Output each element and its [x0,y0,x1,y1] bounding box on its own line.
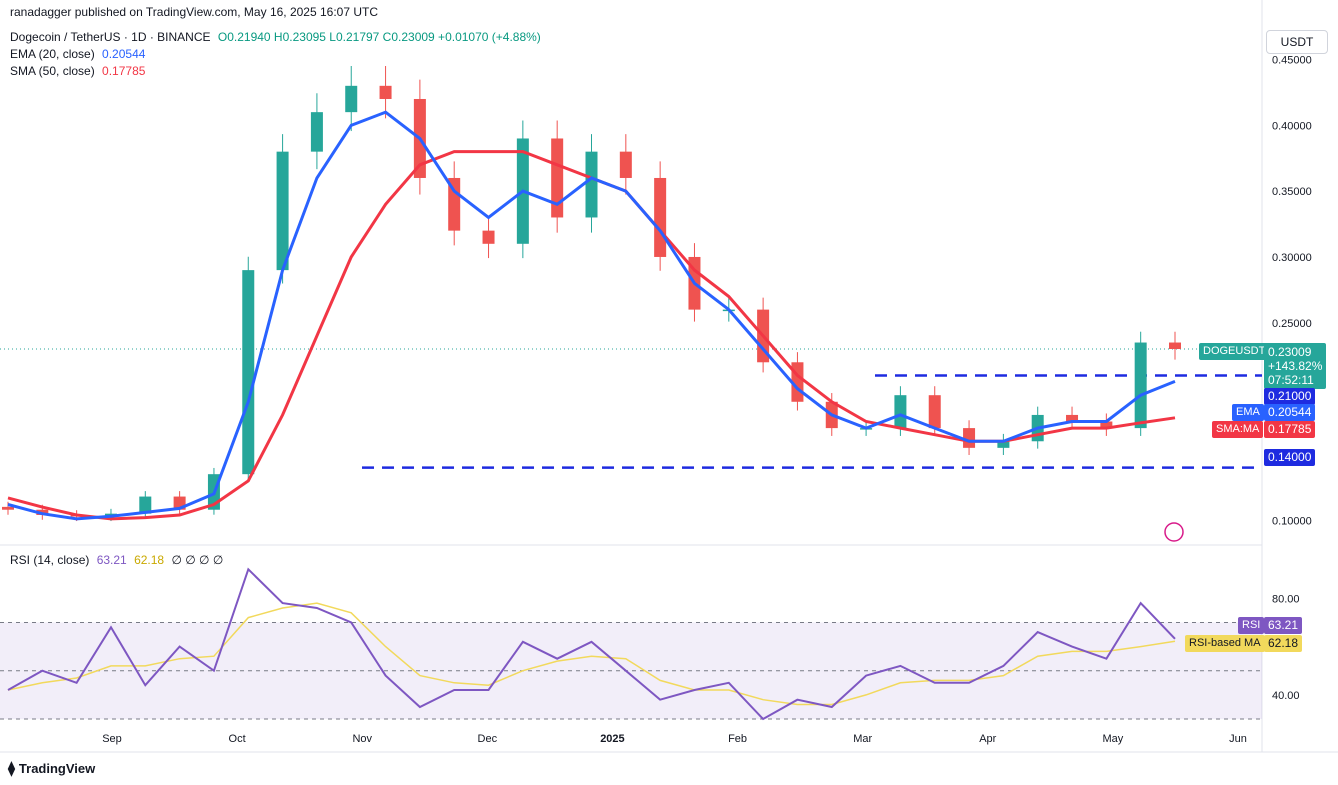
rsi-axis-tag: 63.21 [1264,617,1303,634]
sma-axis-tag: 0.17785 [1264,421,1316,438]
price-change: +143.82% [1268,359,1323,373]
ema-legend[interactable]: EMA (20, close) 0.20544 [10,47,145,61]
rsi-extra-values: ∅ ∅ ∅ ∅ [171,553,224,567]
rsi-ma-legend-value: 62.18 [134,553,165,567]
rsi-legend[interactable]: RSI (14, close) 63.21 62.18 ∅ ∅ ∅ ∅ [10,553,223,567]
price-tick-label: 0.45000 [1272,54,1312,66]
ohlc-values: O0.21940 H0.23095 L0.21797 C0.23009 +0.0… [217,30,541,44]
candle-body [379,85,392,99]
rsi-ma-axis-tag: 62.18 [1264,635,1303,652]
tradingview-logo[interactable]: ⧫ TradingView [8,760,95,777]
rsi-line [7,567,1176,721]
time-tick-label: Apr [979,733,996,745]
candle-body [1100,421,1113,429]
candle-body [345,85,358,113]
price-tick-label: 0.30000 [1272,252,1312,264]
price-tick-label: 0.40000 [1272,120,1312,132]
candle-body [242,270,255,475]
footer-brand: TradingView [18,761,96,776]
candle-body [448,177,461,231]
candle-body [654,177,667,257]
rsi-tick-label: 40.00 [1272,690,1300,702]
candle-body [928,395,941,429]
time-tick-label: Dec [478,733,498,745]
symbol-title: Dogecoin / TetherUS · 1D · BINANCE [10,30,211,44]
price-tick-label: 0.35000 [1272,186,1312,198]
time-tick-label: Nov [352,733,372,745]
sma-legend[interactable]: SMA (50, close) 0.17785 [10,64,145,78]
rsi-ma-line [7,602,1176,706]
time-tick-label: Mar [853,733,872,745]
rsi-ma-axis-label: RSI-based MA [1185,635,1265,652]
price-tick-label: 0.10000 [1272,515,1312,527]
level-140-tag: 0.14000 [1264,449,1316,466]
level-210-tag: 0.21000 [1264,388,1316,405]
time-tick-label: Sep [102,733,122,745]
candle-body [585,151,598,218]
time-tick-label: 2025 [600,733,624,745]
candle-body [551,138,564,218]
publisher-line: ranadagger published on TradingView.com,… [10,5,379,19]
candle-body [1134,342,1147,429]
candle-body [894,395,907,429]
candle-body [997,441,1010,448]
candle-body [2,506,14,510]
candle-body [619,151,632,178]
time-tick-label: Oct [229,733,246,745]
sma-legend-value: 0.17785 [102,64,146,78]
ema-legend-value: 0.20544 [102,47,146,61]
currency-button[interactable]: USDT [1266,30,1328,54]
time-tick-label: May [1102,733,1123,745]
ema-axis-label: EMA [1232,404,1264,421]
last-price-tag: 0.23009 +143.82% 07:52:11 [1264,343,1327,389]
rsi-legend-value: 63.21 [96,553,127,567]
ema-legend-label: EMA (20, close) [10,47,95,61]
rsi-legend-label: RSI (14, close) [10,553,90,567]
sma-axis-label: SMA:MA [1212,421,1264,438]
bar-countdown: 07:52:11 [1268,373,1314,387]
candle-body [310,112,323,152]
candle-body [139,496,152,514]
rsi-axis-label: RSI [1238,617,1265,634]
alert-icon [1164,522,1184,542]
last-price: 0.23009 [1268,345,1312,359]
ema-20-line [7,110,1176,521]
candle-body [482,230,495,244]
time-tick-label: Feb [728,733,747,745]
sma-legend-label: SMA (50, close) [10,64,95,78]
candle-body [963,428,976,448]
candle-body [1066,414,1079,422]
time-tick-label: Jun [1229,733,1247,745]
ema-axis-tag: 0.20544 [1264,404,1316,421]
candle-body [1169,342,1181,349]
tv-logo-icon: ⧫ [8,760,15,776]
candle-body [276,151,289,271]
symbol-tag: DOGEUSDT [1199,343,1270,360]
symbol-legend: Dogecoin / TetherUS · 1D · BINANCE O0.21… [10,30,541,44]
rsi-tick-label: 80.00 [1272,593,1300,605]
price-tick-label: 0.25000 [1272,318,1312,330]
